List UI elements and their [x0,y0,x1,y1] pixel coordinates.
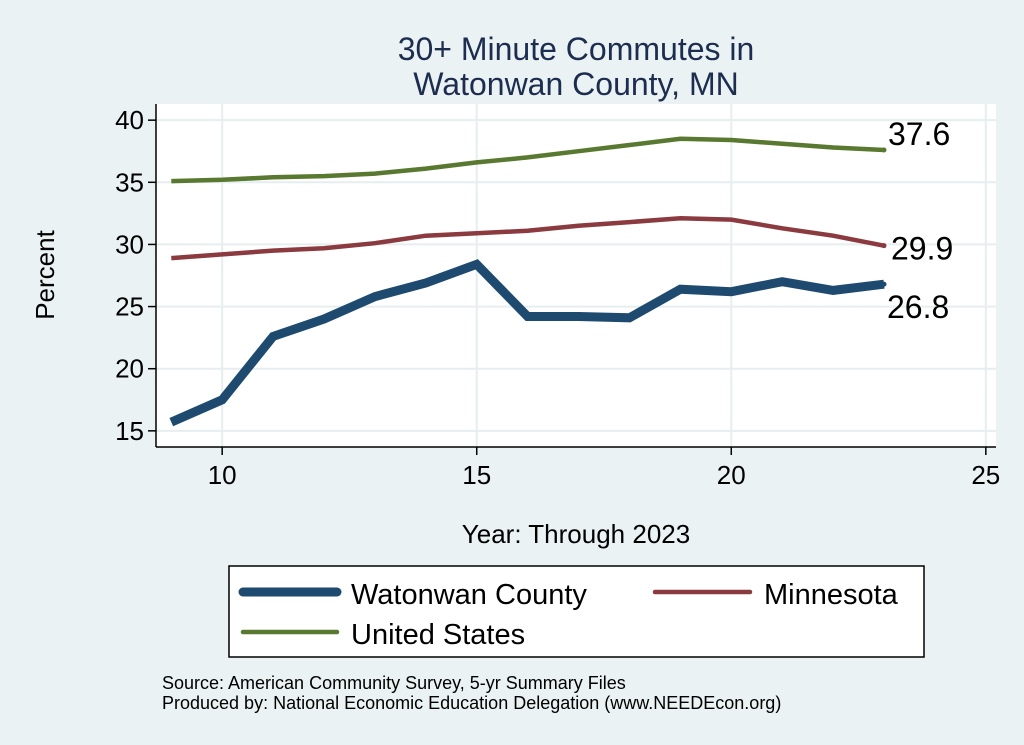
y-tick-label-25: 25 [115,292,144,322]
produced-by-note: Produced by: National Economic Education… [162,693,781,713]
grid-layer [156,104,996,447]
chart-title-line-1: 30+ Minute Commutes in [398,31,755,67]
axis-layer: 15 20 25 30 35 40 10 15 20 25 [115,104,1000,490]
legend-label-minnesota: Minnesota [764,579,899,611]
y-tick-label-30: 30 [115,229,144,259]
series-end-point-minnesota [881,243,887,249]
y-tick-label-20: 20 [115,354,144,384]
series-line-watonwan-county [169,259,885,427]
end-label-watonwan-county: 26.8 [887,289,949,325]
label-layer: 37.6 29.9 26.8 [887,116,953,325]
series-end-point-united-states [881,147,887,153]
y-tick-label-15: 15 [115,416,144,446]
end-label-minnesota: 29.9 [891,231,953,267]
y-tick-label-35: 35 [115,167,144,197]
series-end-point-watonwan-county [881,281,887,287]
x-tick-label-15: 15 [462,460,491,490]
x-tick-label-20: 20 [717,460,746,490]
x-tick-label-10: 10 [208,460,237,490]
y-tick-label-40: 40 [115,105,144,135]
series-layer [169,136,887,427]
chart-title-line-2: Watonwan County, MN [413,66,738,102]
source-note: Source: American Community Survey, 5-yr … [162,673,626,693]
legend-label-watonwan: Watonwan County [351,579,587,611]
end-label-united-states: 37.6 [888,116,950,152]
x-axis-title: Year: Through 2023 [462,519,690,549]
y-axis-title: Percent [30,229,60,319]
series-line-minnesota [171,216,885,261]
series-line-united-states [171,136,885,184]
plot-area [156,104,996,447]
x-tick-label-25: 25 [971,460,1000,490]
legend-box [228,565,925,658]
legend-label-united-states: United States [351,619,525,651]
legend: Watonwan County Minnesota United States [228,565,925,658]
